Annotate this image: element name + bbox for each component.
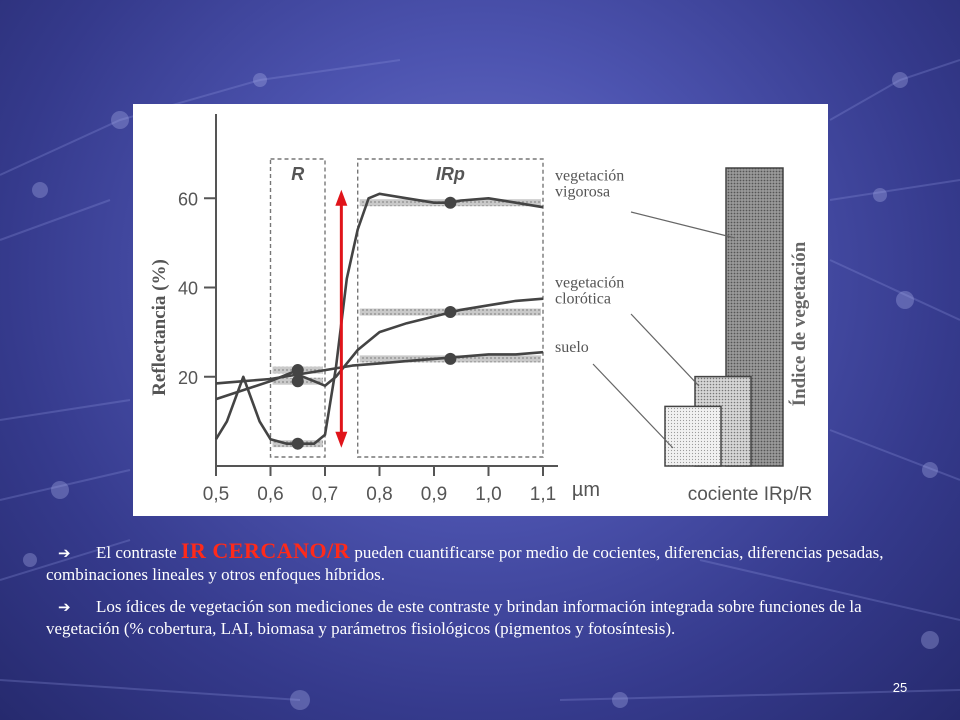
connector-suelo	[592, 363, 674, 449]
page-number: 25	[892, 680, 908, 695]
reflectance-chart: 20 40 60 Reflectancia (%) 0,5 0,6 0,7 0,8 0,9 1,0…	[149, 114, 813, 505]
slide-text: ➔ El contraste IR CERCANO/R pueden cuanti…	[46, 540, 912, 650]
index-bar-1	[664, 405, 722, 467]
y-tick-label: 60	[178, 189, 198, 209]
bar-x-label: cociente IRp/R	[688, 484, 813, 505]
series-line-2	[215, 297, 544, 401]
contrast-arrow-head-up	[335, 189, 348, 206]
series-label-2: vegetación clorótica	[555, 275, 624, 308]
right-arrow-icon: ➔	[58, 544, 71, 562]
x-tick-label: 0,7	[312, 484, 338, 505]
y-tick-label: 20	[178, 368, 198, 388]
x-tick-label: 0,8	[366, 484, 392, 505]
x-tick-label: 0,6	[257, 484, 283, 505]
series-marker	[444, 306, 457, 319]
series-line-3	[215, 350, 544, 385]
bullet-1-highlight: IR CERCANO/R	[180, 538, 351, 563]
reflectance-figure: 20 40 60 Reflectancia (%) 0,5 0,6 0,7 0,8 0,9 1,0…	[133, 104, 828, 516]
y-axis-label: Reflectancia (%)	[149, 259, 170, 396]
x-tick-label: 0,5	[203, 484, 229, 505]
r-marker	[291, 364, 304, 377]
series-label-line: suelo	[555, 339, 589, 356]
series-label-line: vegetación	[555, 167, 624, 184]
x-axis-unit: µm	[572, 479, 600, 501]
contrast-arrow-head-down	[335, 431, 348, 448]
x-tick-label: 0,9	[421, 484, 447, 505]
bullet-1: ➔ El contraste IR CERCANO/R pueden cuanti…	[46, 540, 912, 586]
x-tick-label: 1,0	[475, 484, 501, 505]
right-arrow-icon: ➔	[58, 598, 71, 616]
bar-y-label: Índice de vegetación	[788, 241, 810, 406]
r-marker	[291, 437, 304, 450]
series-line-1	[214, 192, 544, 445]
region-r-box	[269, 158, 326, 458]
x-tick-label: 1,1	[530, 484, 556, 505]
series-label-line: clorótica	[555, 291, 611, 308]
series-label-3: suelo	[555, 339, 589, 356]
region-irp-label: IRp	[436, 164, 465, 184]
series-marker	[444, 196, 457, 209]
bullet-2-text: Los ídices de vegetación son mediciones …	[46, 597, 862, 638]
connector-vigorosa	[630, 211, 736, 239]
bullet-2: ➔ Los ídices de vegetación son mediciones…	[46, 596, 912, 640]
region-irp-box	[356, 158, 544, 458]
y-tick-label: 40	[178, 279, 198, 299]
r-marker	[291, 375, 304, 388]
region-r-label: R	[291, 164, 304, 184]
bullet-1-prefix: El contraste	[96, 543, 181, 562]
series-label-1: vegetación vigorosa	[555, 167, 624, 200]
connector-clorotica	[630, 313, 700, 387]
series-marker	[444, 352, 457, 365]
series-label-line: vegetación	[555, 275, 624, 292]
series-label-line: vigorosa	[555, 183, 610, 200]
bullet-1-suffix: pueden cuantificarse por medio de cocien…	[46, 543, 884, 584]
